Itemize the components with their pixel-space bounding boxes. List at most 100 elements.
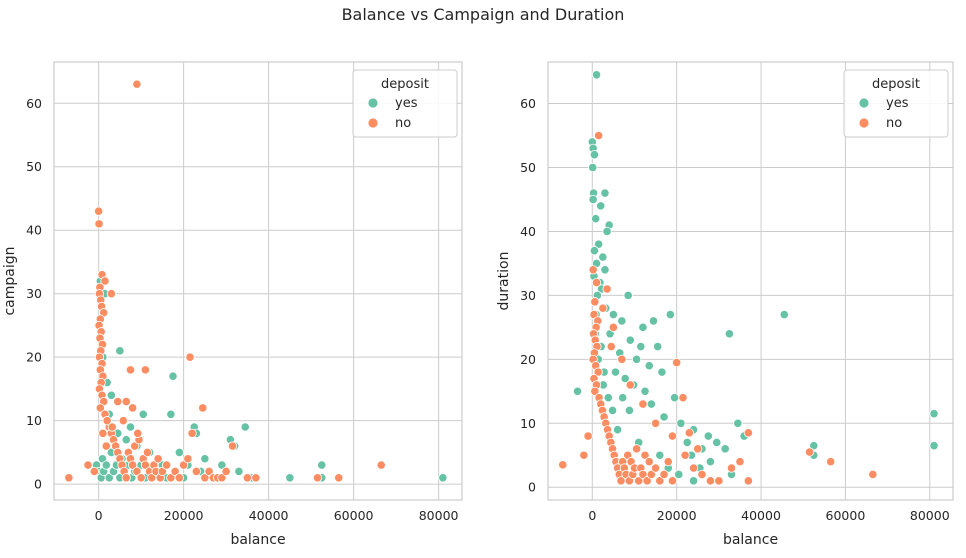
data-point-yes bbox=[674, 469, 684, 480]
data-point-no bbox=[743, 476, 753, 486]
data-point-yes bbox=[724, 329, 735, 339]
legend-box bbox=[352, 69, 458, 138]
data-point-no bbox=[625, 380, 635, 390]
data-point-no bbox=[128, 460, 138, 470]
data-point-yes bbox=[618, 393, 628, 403]
data-point-no bbox=[95, 403, 105, 413]
y-axis-label: campaign bbox=[2, 246, 18, 315]
x-tick-label: 20000 bbox=[657, 508, 697, 523]
data-point-yes bbox=[589, 246, 600, 256]
data-point-yes bbox=[217, 460, 227, 470]
y-tick-label: 10 bbox=[26, 413, 42, 428]
data-point-no bbox=[642, 476, 652, 486]
y-tick-label: 10 bbox=[520, 416, 536, 431]
data-point-no bbox=[106, 289, 116, 299]
y-tick-label: 40 bbox=[26, 223, 42, 238]
data-point-yes bbox=[600, 188, 610, 198]
data-point-no bbox=[594, 130, 604, 141]
data-point-yes bbox=[317, 460, 327, 470]
data-point-no bbox=[735, 457, 745, 467]
data-point-yes bbox=[200, 454, 210, 464]
data-point-no bbox=[583, 431, 593, 441]
data-point-yes bbox=[600, 265, 610, 275]
data-point-yes bbox=[174, 447, 184, 457]
y-tick-label: 40 bbox=[520, 224, 536, 239]
data-point-yes bbox=[588, 194, 598, 205]
legend: deposit yes no bbox=[352, 69, 458, 138]
data-point-yes bbox=[929, 441, 939, 451]
data-point-no bbox=[590, 297, 600, 307]
legend-box bbox=[843, 69, 949, 138]
data-point-no bbox=[102, 416, 112, 426]
data-point-no bbox=[157, 466, 167, 477]
data-point-no bbox=[242, 473, 252, 483]
data-point-yes bbox=[625, 335, 635, 345]
data-point-no bbox=[617, 354, 627, 364]
x-tick-label: 40000 bbox=[249, 508, 289, 523]
data-point-yes bbox=[733, 418, 743, 428]
data-point-yes bbox=[644, 361, 654, 371]
data-point-no bbox=[153, 454, 163, 464]
y-tick-label: 20 bbox=[520, 352, 536, 367]
data-point-no bbox=[140, 365, 150, 375]
data-point-no bbox=[113, 397, 123, 407]
data-point-yes bbox=[659, 412, 669, 422]
scatter-panel-campaign: 0 20000 40000 60000 80000 0 10 20 30 40 50 60 balanc… bbox=[2, 61, 463, 548]
data-point-no bbox=[826, 457, 836, 467]
axes-frame bbox=[53, 61, 463, 501]
y-tick-label: 60 bbox=[26, 96, 42, 111]
x-axis-label: balance bbox=[230, 532, 285, 548]
data-point-yes bbox=[234, 466, 244, 477]
data-point-no bbox=[334, 473, 344, 483]
data-point-yes bbox=[589, 150, 600, 160]
x-tick-label: 40000 bbox=[741, 508, 781, 523]
data-point-no bbox=[659, 469, 669, 480]
legend-marker-yes bbox=[367, 97, 379, 109]
data-point-yes bbox=[610, 367, 621, 377]
data-point-yes bbox=[703, 431, 713, 441]
data-point-yes bbox=[106, 390, 116, 400]
data-point-yes bbox=[929, 409, 939, 419]
points-layer bbox=[558, 70, 939, 486]
data-point-no bbox=[142, 447, 153, 457]
data-point-yes bbox=[596, 201, 606, 211]
data-point-no bbox=[132, 79, 142, 89]
legend-marker-no bbox=[367, 117, 379, 129]
data-point-no bbox=[121, 473, 131, 483]
x-tick-label: 60000 bbox=[334, 508, 374, 523]
data-point-yes bbox=[591, 214, 601, 224]
y-tick-label: 0 bbox=[528, 480, 536, 495]
data-point-no bbox=[128, 403, 138, 413]
data-point-no bbox=[558, 460, 568, 470]
data-point-no bbox=[650, 418, 661, 428]
data-point-yes bbox=[720, 444, 730, 454]
data-point-no bbox=[705, 476, 716, 486]
data-point-no bbox=[118, 416, 128, 426]
data-point-no bbox=[655, 476, 665, 486]
data-point-yes bbox=[101, 460, 111, 470]
data-point-no bbox=[593, 367, 603, 377]
data-point-no bbox=[94, 206, 104, 216]
data-point-no bbox=[133, 428, 143, 438]
data-point-yes bbox=[125, 422, 136, 432]
data-point-no bbox=[83, 460, 93, 470]
data-point-no bbox=[221, 466, 231, 477]
data-point-yes bbox=[115, 346, 125, 356]
data-point-no bbox=[640, 450, 650, 460]
data-point-yes bbox=[655, 450, 665, 460]
data-point-yes bbox=[646, 399, 656, 409]
data-point-no bbox=[89, 466, 99, 477]
data-point-no bbox=[98, 428, 108, 438]
data-point-no bbox=[179, 460, 189, 470]
data-point-yes bbox=[588, 162, 598, 173]
data-point-no bbox=[183, 454, 193, 464]
data-point-yes bbox=[104, 473, 114, 483]
data-point-no bbox=[868, 469, 878, 480]
y-tick-label: 30 bbox=[520, 288, 536, 303]
x-tick-label: 60000 bbox=[826, 508, 866, 523]
legend-label-yes: yes bbox=[886, 96, 909, 111]
legend: deposit yes no bbox=[843, 69, 949, 138]
data-point-no bbox=[170, 466, 180, 477]
data-point-no bbox=[743, 428, 753, 438]
